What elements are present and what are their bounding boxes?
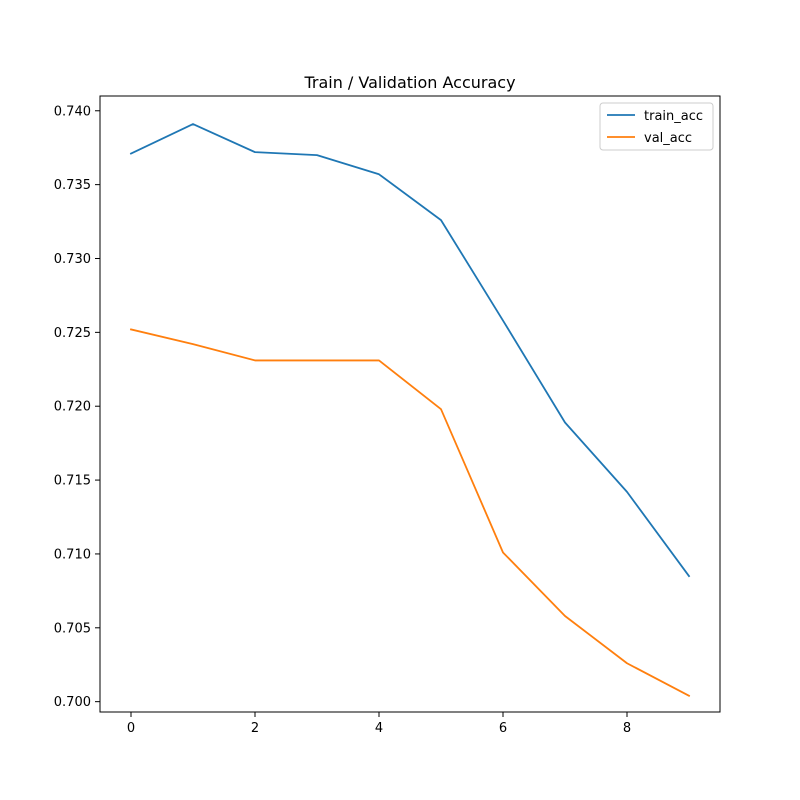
y-tick-label: 0.725	[54, 326, 91, 341]
y-tick-label: 0.735	[54, 178, 91, 193]
x-axis: 0 2 4 6 8	[127, 712, 631, 736]
x-tick-label: 6	[499, 721, 507, 736]
x-tick-label: 2	[251, 721, 259, 736]
plot-frame	[99, 95, 721, 713]
y-tick-label: 0.700	[54, 695, 91, 710]
y-tick-label: 0.720	[54, 400, 91, 415]
x-tick-label: 8	[623, 721, 631, 736]
y-axis: 0.700 0.705 0.710 0.715 0.720 0.725 0.730 0.735…	[54, 104, 100, 710]
legend-label-train-acc: train_acc	[644, 109, 703, 124]
legend-label-val-acc: val_acc	[644, 131, 692, 146]
series-line-train-acc	[129, 123, 691, 578]
y-tick-label: 0.710	[54, 547, 91, 562]
x-tick-label: 4	[375, 721, 383, 736]
x-tick-label: 0	[127, 721, 135, 736]
chart-title: Train / Validation Accuracy	[303, 73, 515, 92]
y-tick-label: 0.740	[54, 104, 91, 119]
y-tick-label: 0.705	[54, 621, 91, 636]
legend: train_acc val_acc	[599, 102, 714, 151]
y-tick-label: 0.730	[54, 252, 91, 267]
series-layer	[129, 123, 691, 697]
y-tick-label: 0.715	[54, 474, 91, 489]
series-line-val-acc	[129, 328, 691, 697]
